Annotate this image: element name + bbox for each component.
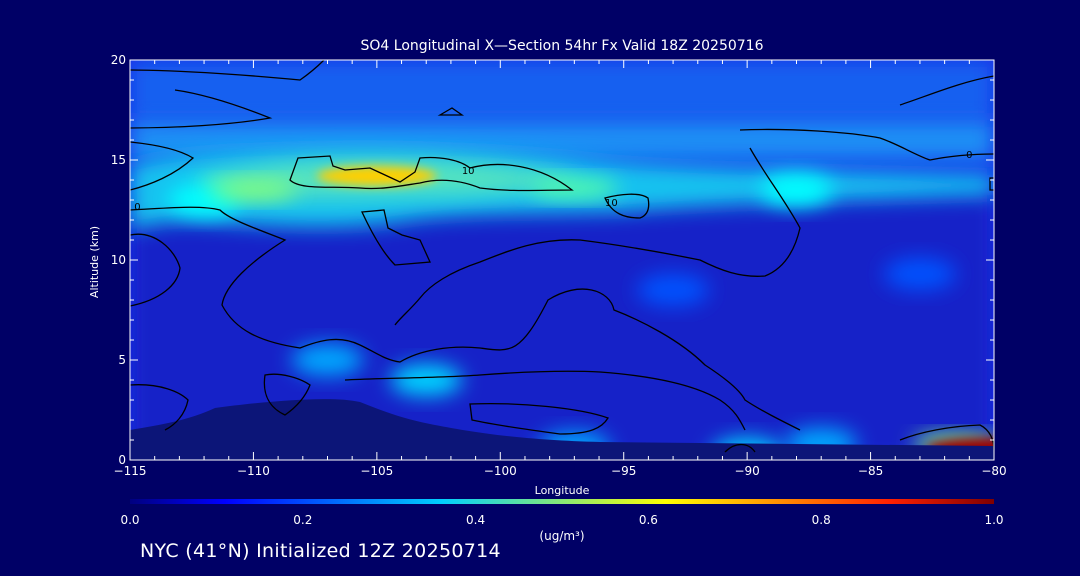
contour-label: 10 — [462, 166, 475, 177]
contour-line-top-left — [130, 60, 325, 81]
contour-line-right-upper — [739, 128, 994, 161]
contour-line-right-low-2 — [724, 443, 756, 453]
contour-label: 0 — [966, 150, 972, 161]
contour-line-small-loop-1 — [437, 107, 465, 116]
contour-label: 10 — [605, 198, 618, 209]
axis-ticks: −115 −110 −105 −100 −95 −90 −85 −80 0 5 10 15 20 — [111, 53, 1007, 478]
concentration-feature — [760, 174, 833, 206]
y-tick-label: 5 — [118, 353, 126, 367]
x-tick-label: −105 — [360, 464, 393, 478]
x-tick-label: −110 — [237, 464, 270, 478]
concentration-feature — [637, 274, 710, 306]
terrain — [130, 399, 994, 460]
contour-line-low-left — [130, 384, 189, 431]
plot-area: 0 10 10 0 — [130, 60, 994, 460]
y-tick-label: 10 — [111, 253, 126, 267]
y-tick-label: 0 — [118, 453, 126, 467]
colorbar-unit-label: (ug/m³) — [539, 529, 584, 543]
contour-lines — [130, 60, 994, 453]
y-tick-label: 15 — [111, 153, 126, 167]
upper-air-band — [130, 60, 994, 120]
x-tick-label: −95 — [611, 464, 636, 478]
colorbar-tick-label: 1.0 — [984, 513, 1003, 527]
footer-init-text: NYC (41°N) Initialized 12Z 20250714 — [140, 540, 501, 562]
colorbar-tick-label: 0.8 — [812, 513, 831, 527]
contour-label-layer: 0 10 10 0 — [134, 150, 972, 213]
x-tick-label: −90 — [734, 464, 759, 478]
y-axis-label: Altitude (km) — [88, 226, 101, 298]
chart-title: SO4 Longitudinal X—Section 54hr Fx Valid… — [361, 38, 764, 54]
concentration-feature — [209, 180, 298, 200]
contour-line-upper-left — [130, 141, 195, 191]
colorbar-tick-label: 0.0 — [120, 513, 139, 527]
contour-line-low-middle — [263, 373, 311, 416]
x-tick-label: −115 — [114, 464, 147, 478]
x-axis-label: Longitude — [535, 484, 590, 497]
concentration-feature — [530, 178, 619, 198]
contour-line-small-loop-2 — [604, 193, 650, 219]
concentration-feature — [291, 344, 364, 376]
contour-line-mid-left — [130, 206, 801, 431]
contour-line-low-box — [469, 402, 609, 435]
x-tick-label: −80 — [981, 464, 1006, 478]
colorbar-ticks: 0.0 0.2 0.4 0.6 0.8 1.0 — [120, 513, 1003, 527]
colorbar-tick-label: 0.2 — [293, 513, 312, 527]
contour-line-top-left-loop — [130, 89, 273, 129]
concentration-feature — [390, 364, 463, 396]
x-tick-label: −100 — [484, 464, 517, 478]
colorbar-tick-label: 0.4 — [466, 513, 485, 527]
contour-label: 0 — [134, 202, 140, 213]
contour-line-low-middle-2 — [344, 370, 746, 431]
colorbar-tick-label: 0.6 — [639, 513, 658, 527]
y-tick-label: 20 — [111, 53, 126, 67]
contour-line-upper-middle — [289, 155, 574, 192]
concentration-feature — [316, 166, 437, 186]
contour-line-right-top — [899, 75, 994, 106]
contour-line-right-mid — [394, 147, 801, 326]
x-tick-label: −85 — [858, 464, 883, 478]
contour-line-small-loop-3 — [361, 209, 431, 266]
contour-line-deep-left — [130, 233, 181, 307]
background-field-low — [130, 190, 994, 460]
colorbar — [130, 499, 994, 504]
concentration-feature — [883, 258, 956, 290]
feature-layer — [168, 166, 994, 460]
contour-line-right-edge — [989, 177, 994, 191]
